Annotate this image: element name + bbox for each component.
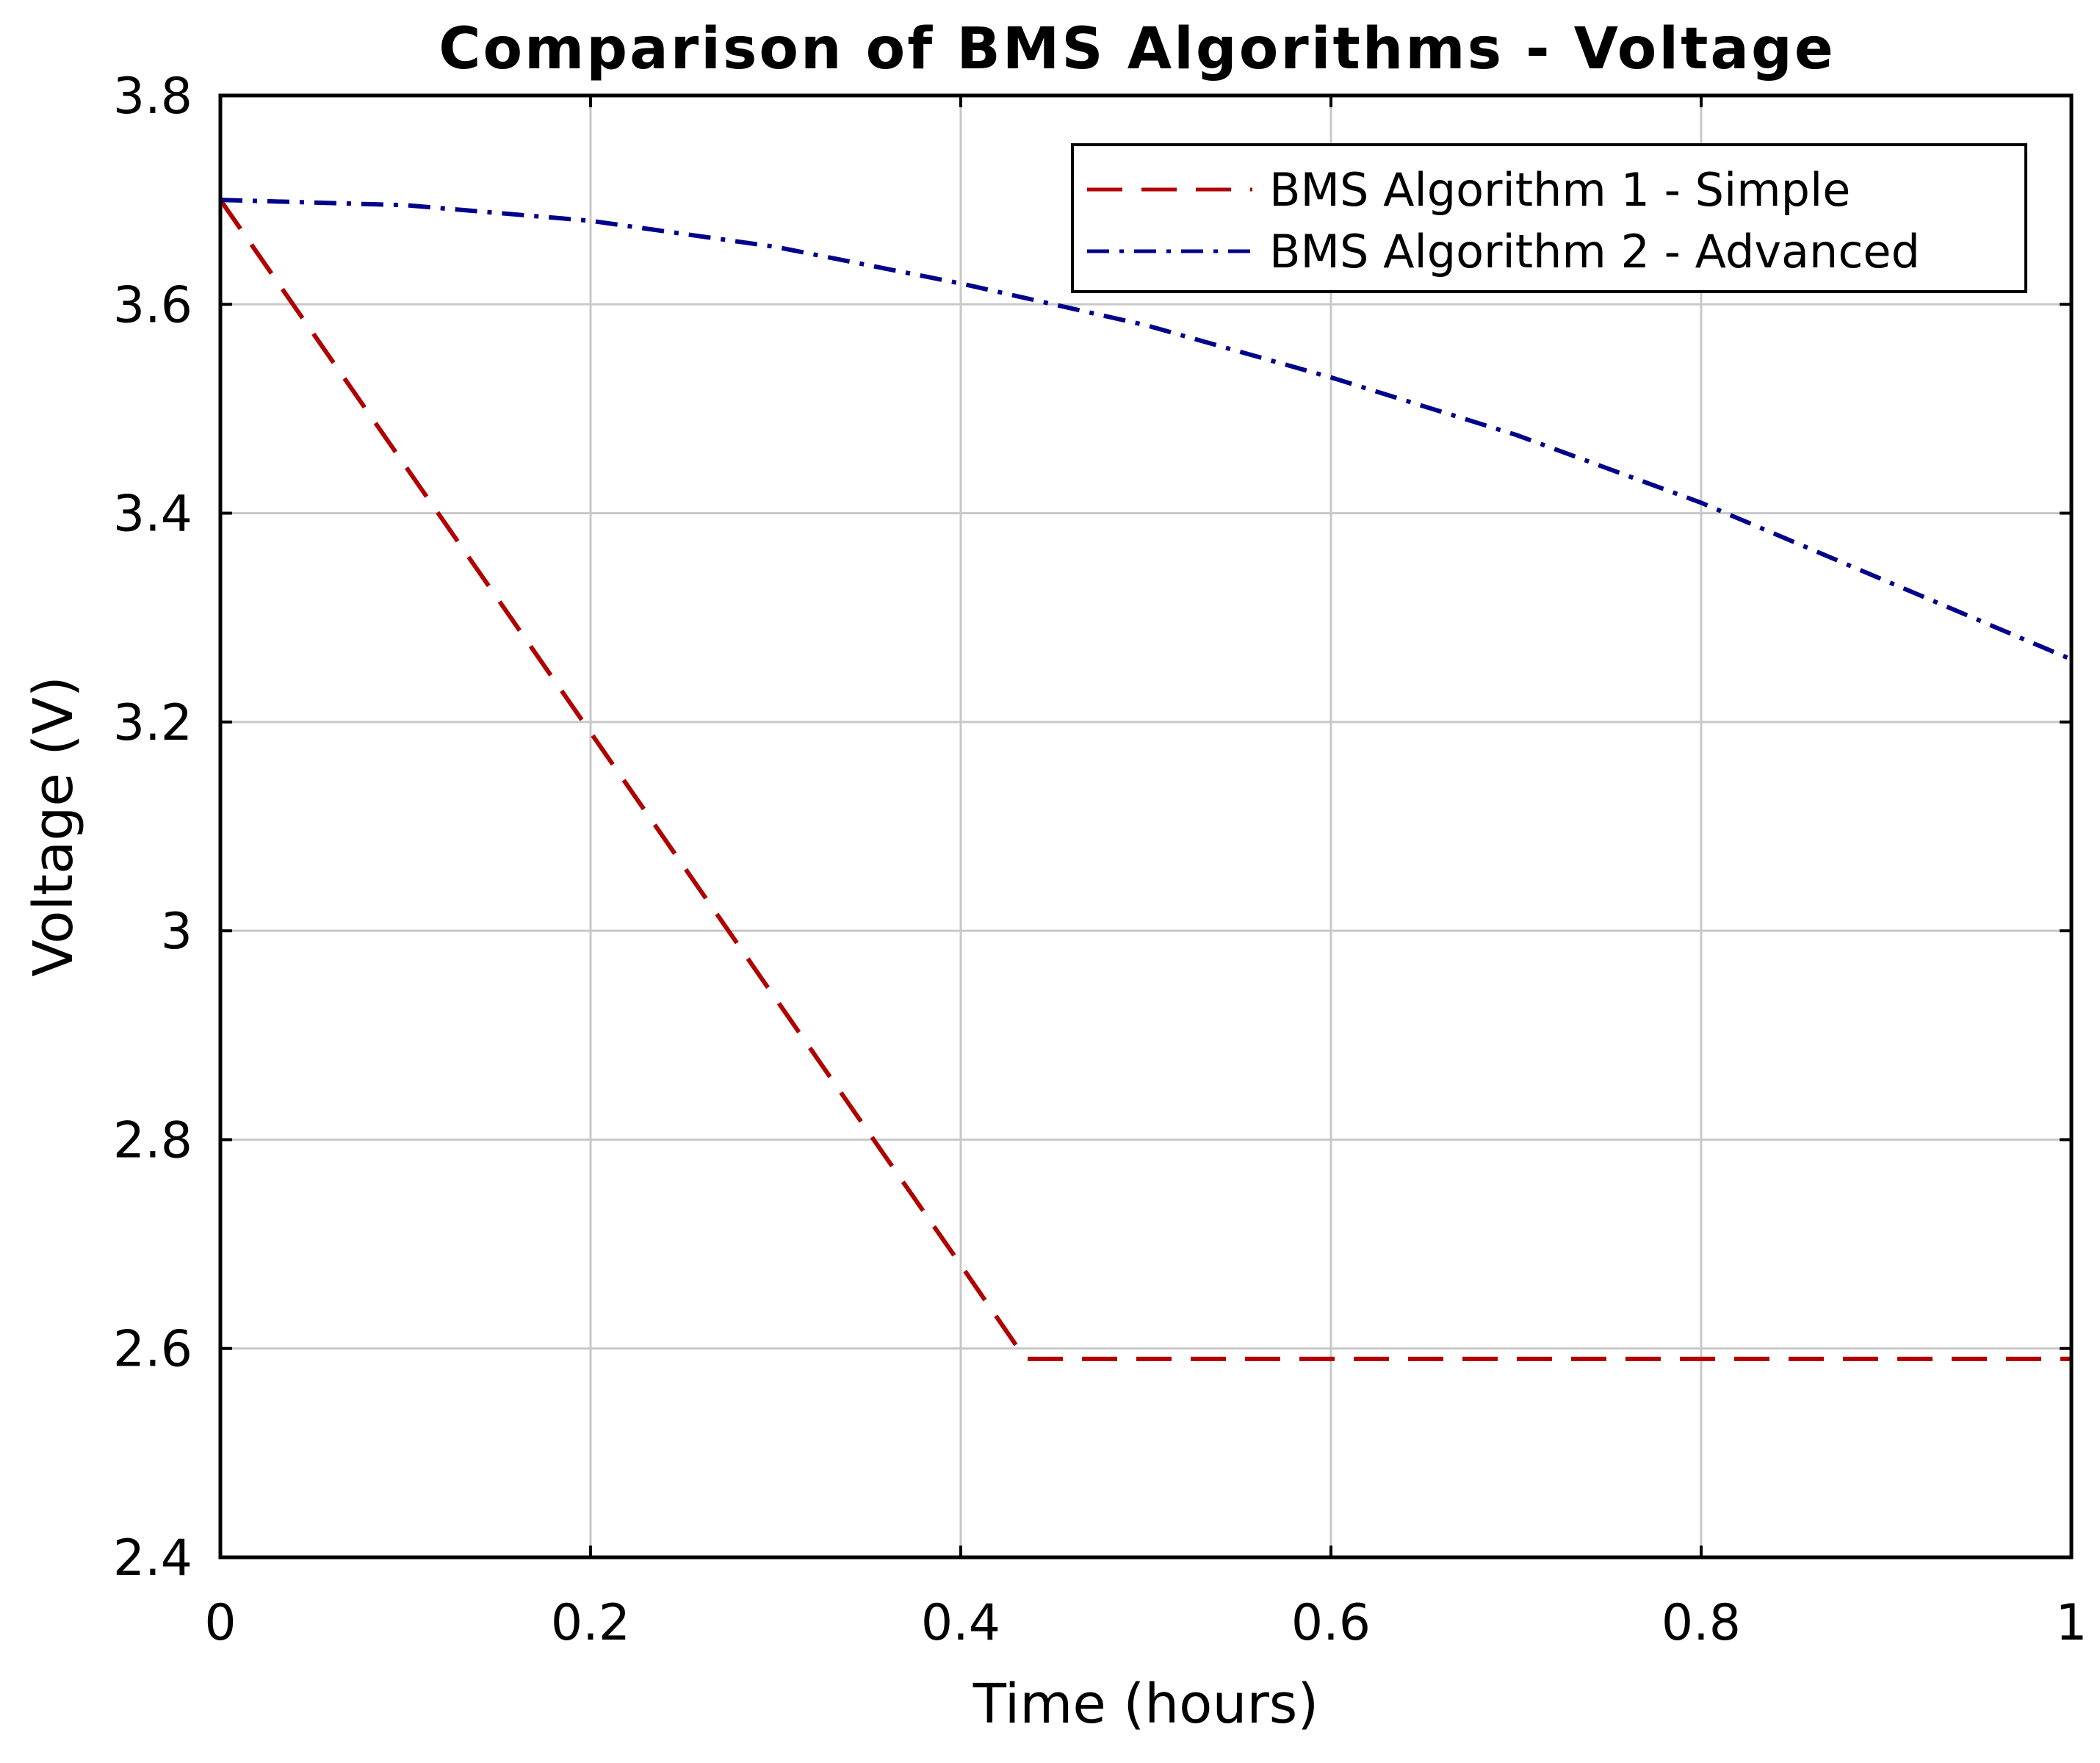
legend-label-simple: BMS Algorithm 1 - Simple (1269, 163, 1850, 217)
y-tick-label: 2.6 (113, 1321, 192, 1379)
x-tick-label: 0.4 (921, 1594, 1000, 1652)
x-axis-label: Time (hours) (973, 1673, 1318, 1736)
y-tick-label: 3 (161, 903, 192, 961)
series-lines (218, 198, 2073, 1361)
chart-title: Comparison of BMS Algorithms - Voltage (439, 16, 1836, 82)
y-axis-label: Voltage (V) (22, 676, 85, 976)
x-tick-labels: 0 0.2 0.4 0.6 0.8 1 (204, 1594, 2087, 1652)
grid-lines (220, 95, 2071, 1557)
x-tick-label: 0.6 (1291, 1594, 1371, 1652)
y-tick-label: 2.8 (113, 1111, 192, 1169)
x-tick-label: 1 (2055, 1594, 2087, 1652)
series-line-simple (218, 198, 2071, 1361)
y-tick-labels: 2.4 2.6 2.8 3 3.2 3.4 3.6 3.8 (113, 68, 192, 1587)
legend: BMS Algorithm 1 - Simple BMS Algorithm 2… (1071, 143, 2027, 293)
x-tick-label: 0.8 (1661, 1594, 1741, 1652)
legend-label-advanced: BMS Algorithm 2 - Advanced (1269, 225, 1920, 278)
y-tick-label: 2.4 (113, 1529, 192, 1587)
series-line-advanced (220, 198, 2073, 662)
x-tick-label: 0.2 (551, 1594, 630, 1652)
y-tick-label: 3.6 (113, 276, 192, 334)
y-tick-label: 3.4 (113, 486, 192, 544)
y-tick-label: 3.8 (113, 68, 192, 126)
axis-ticks (219, 94, 2073, 1559)
x-tick-label: 0 (204, 1594, 236, 1652)
legend-box (1071, 143, 2027, 293)
y-tick-label: 3.2 (113, 694, 192, 752)
plot-area-frame (218, 93, 2074, 1560)
